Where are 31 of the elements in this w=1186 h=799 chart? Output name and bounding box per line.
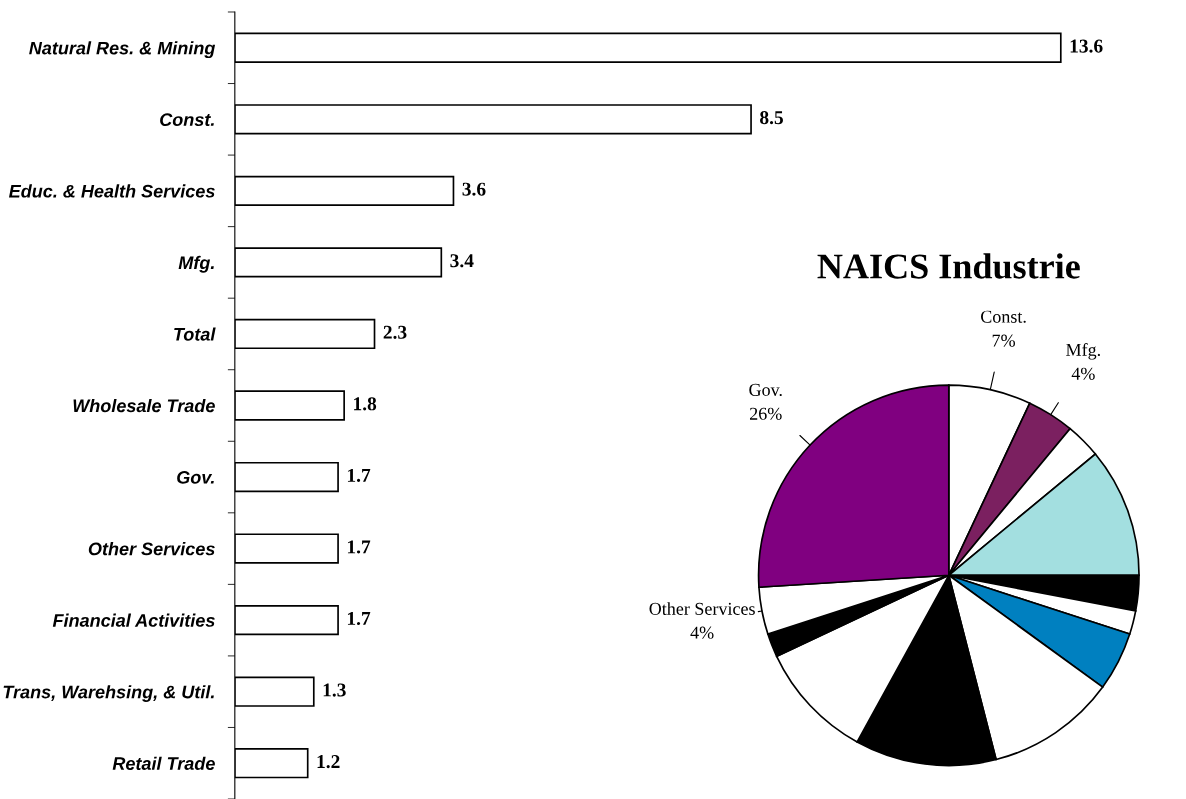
slice-label: Mfg. <box>1066 343 1100 360</box>
data-label: 2.3 <box>383 325 407 339</box>
y-tick-label: Other Services <box>88 542 215 556</box>
data-label: 1.7 <box>347 468 371 482</box>
data-label: 1.2 <box>317 755 340 769</box>
data-label: 1.7 <box>347 540 371 554</box>
y-tick-label: Gov. <box>177 470 214 484</box>
chart-title: NAICS Industrie <box>817 253 1080 279</box>
y-tick-label: Const. <box>160 113 214 127</box>
data-label: 7% <box>992 334 1015 347</box>
y-tick-label: Mfg. <box>178 255 214 273</box>
data-label: 1.8 <box>354 397 377 411</box>
data-label: 1.7 <box>347 611 371 626</box>
data-label: 4% <box>690 626 714 639</box>
slice-label: Const. <box>980 310 1026 323</box>
data-label: 3.6 <box>462 182 486 196</box>
data-label: 13.6 <box>1070 39 1103 53</box>
y-tick-label: Retail Trade <box>112 756 215 770</box>
y-tick-label: Educ. & Health Services <box>8 184 215 198</box>
y-tick-label: Total <box>174 327 216 341</box>
y-tick-label: Natural Res. & Mining <box>29 41 216 59</box>
data-label: 26% <box>749 407 782 420</box>
data-label: 8.5 <box>760 111 783 125</box>
data-label: 3.4 <box>450 254 474 268</box>
slice-label: Gov. <box>749 383 782 397</box>
data-label: 4% <box>1071 367 1095 380</box>
y-tick-label: Wholesale Trade <box>73 398 215 413</box>
y-tick-label: Financial Activities <box>52 613 215 627</box>
data-label: 1.3 <box>323 683 346 697</box>
slice-label: Other Services <box>649 602 755 615</box>
y-tick-label: Trans, Warehsing, & Util. <box>3 685 214 702</box>
